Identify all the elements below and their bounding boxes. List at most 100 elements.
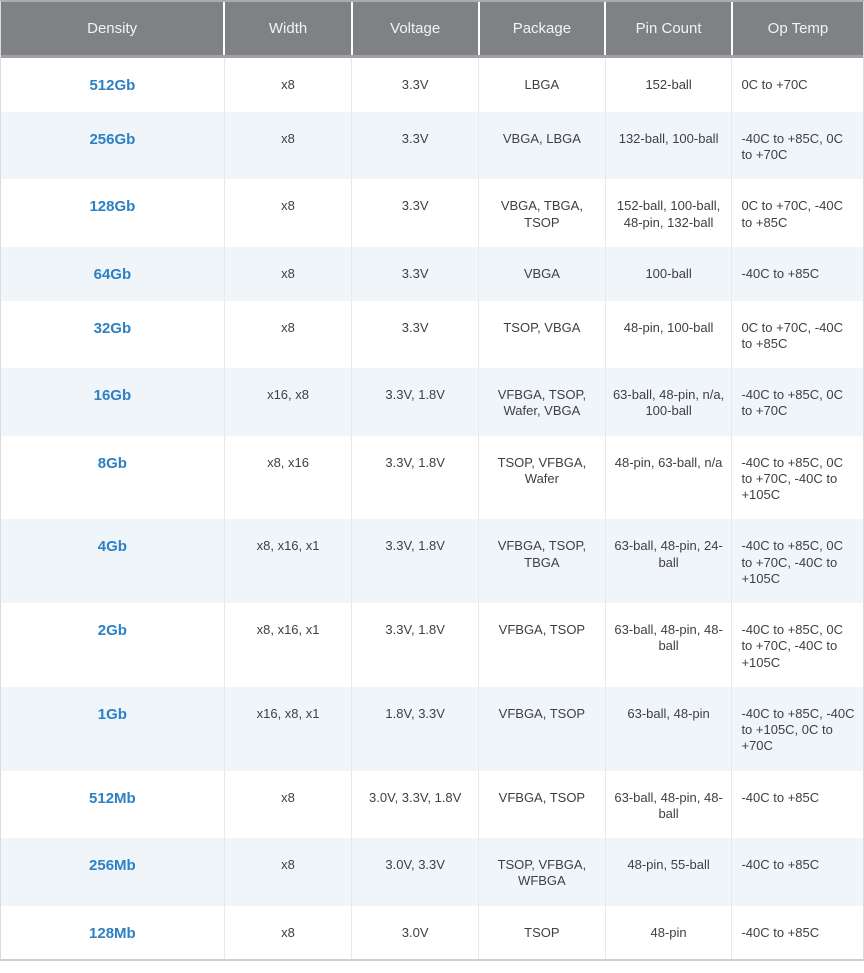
cell-pin-count: 63-ball, 48-pin, 48-ball [604,603,732,687]
cell-pin-count: 100-ball [604,246,732,301]
cell-package: VFBGA, TSOP [478,603,606,687]
density-link[interactable]: 64Gb [93,265,132,283]
density-link[interactable]: 4Gb [97,538,127,556]
column-header-package: Package [477,2,606,58]
cell-pin-count: 48-pin [604,905,732,960]
table-row: 1Gb x16, x8, x1 1.8V, 3.3V VFBGA, TSOP 6… [1,686,863,771]
cell-package: LBGA [478,56,606,112]
cell-voltage: 1.8V, 3.3V [351,686,479,771]
cell-op-temp: -40C to +85C, 0C to +70C, -40C to +105C [731,435,863,520]
cell-density: 256Mb [1,838,224,906]
density-link[interactable]: 32Gb [93,319,132,337]
cell-pin-count: 63-ball, 48-pin, 48-ball [604,770,732,838]
cell-voltage: 3.0V, 3.3V, 1.8V [351,770,479,838]
cell-density: 16Gb [1,368,224,436]
cell-density: 4Gb [1,519,224,603]
cell-op-temp: -40C to +85C, 0C to +70C, -40C to +105C [731,519,863,603]
cell-density: 512Gb [1,57,224,112]
column-header-pin-count: Pin Count [604,2,732,58]
cell-voltage: 3.3V, 1.8V [351,519,479,603]
table-row: 2Gb x8, x16, x1 3.3V, 1.8V VFBGA, TSOP 6… [1,603,863,687]
cell-package: VFBGA, TSOP, Wafer, VBGA [478,368,606,436]
cell-voltage: 3.3V, 1.8V [351,435,479,520]
cell-density: 128Gb [1,179,224,247]
cell-width: x8 [223,246,352,301]
cell-density: 128Mb [1,906,224,960]
cell-pin-count: 152-ball [604,56,732,112]
density-link[interactable]: 16Gb [93,387,132,404]
cell-width: x8 [223,56,352,112]
cell-op-temp: 0C to +70C, -40C to +85C [731,179,863,247]
table-body: 512Gb x8 3.3V LBGA 152-ball 0C to +70C 2… [1,56,863,960]
cell-width: x8 [223,179,352,247]
cell-voltage: 3.3V [351,111,479,180]
density-link[interactable]: 256Gb [89,130,136,148]
table-row: 4Gb x8, x16, x1 3.3V, 1.8V VFBGA, TSOP, … [1,519,863,603]
cell-package: VBGA [478,246,606,301]
cell-op-temp: -40C to +85C [731,246,863,301]
table-header-row: Density Width Voltage Package Pin Count … [1,2,863,58]
cell-package: VFBGA, TSOP, TBGA [478,519,606,603]
table-row: 128Gb x8 3.3V VBGA, TBGA, TSOP 152-ball,… [1,179,863,247]
cell-voltage: 3.3V [351,179,479,247]
cell-voltage: 3.3V, 1.8V [351,368,479,436]
table-row: 256Gb x8 3.3V VBGA, LBGA 132-ball, 100-b… [1,111,863,180]
cell-width: x8, x16, x1 [223,603,352,687]
cell-voltage: 3.0V [351,905,479,960]
cell-density: 8Gb [1,436,224,520]
table-row: 32Gb x8 3.3V TSOP, VBGA 48-pin, 100-ball… [1,300,863,368]
cell-density: 512Mb [1,771,224,839]
cell-width: x8 [223,838,352,906]
density-link[interactable]: 8Gb [97,454,127,472]
cell-package: VFBGA, TSOP [478,686,606,771]
cell-op-temp: -40C to +85C [731,905,863,960]
cell-package: VBGA, LBGA [478,111,606,180]
table-row: 16Gb x16, x8 3.3V, 1.8V VFBGA, TSOP, Waf… [1,368,863,436]
density-link[interactable]: 512Mb [89,789,136,807]
cell-density: 64Gb [1,247,224,301]
cell-pin-count: 63-ball, 48-pin [604,686,732,771]
cell-package: TSOP [478,905,606,960]
column-header-voltage: Voltage [350,2,479,58]
density-link[interactable]: 512Gb [89,77,136,94]
cell-package: TSOP, VFBGA, Wafer [478,435,606,520]
cell-package: VFBGA, TSOP [478,770,606,838]
cell-width: x8 [223,905,352,960]
density-link[interactable]: 1Gb [97,705,127,723]
density-link[interactable]: 256Mb [89,857,136,874]
cell-pin-count: 152-ball, 100-ball, 48-pin, 132-ball [604,179,732,247]
cell-op-temp: -40C to +85C, -40C to +105C, 0C to +70C [731,686,863,771]
table-row: 512Mb x8 3.0V, 3.3V, 1.8V VFBGA, TSOP 63… [1,770,863,839]
cell-pin-count: 132-ball, 100-ball [604,111,732,180]
cell-density: 2Gb [1,603,224,687]
density-link[interactable]: 128Gb [89,198,136,216]
column-header-op-temp: Op Temp [730,2,863,58]
cell-voltage: 3.0V, 3.3V [351,838,479,906]
cell-pin-count: 48-pin, 100-ball [604,300,732,368]
table-row: 128Mb x8 3.0V TSOP 48-pin -40C to +85C [1,905,863,960]
density-link[interactable]: 128Mb [89,924,136,942]
cell-op-temp: 0C to +70C, -40C to +85C [731,300,863,368]
density-link[interactable]: 2Gb [97,622,127,639]
cell-voltage: 3.3V, 1.8V [351,603,479,687]
cell-op-temp: -40C to +85C [731,770,863,838]
cell-width: x8, x16, x1 [223,519,352,603]
cell-op-temp: -40C to +85C, 0C to +70C, -40C to +105C [731,603,863,687]
cell-package: TSOP, VBGA [478,300,606,368]
column-header-density: Density [1,2,225,58]
cell-width: x8 [223,770,352,838]
table-row: 512Gb x8 3.3V LBGA 152-ball 0C to +70C [1,56,863,112]
cell-op-temp: -40C to +85C [731,838,863,906]
cell-voltage: 3.3V [351,246,479,301]
cell-op-temp: -40C to +85C, 0C to +70C [731,111,863,180]
cell-width: x8 [223,300,352,368]
cell-width: x8 [223,111,352,180]
table-row: 256Mb x8 3.0V, 3.3V TSOP, VFBGA, WFBGA 4… [1,838,863,906]
cell-pin-count: 48-pin, 55-ball [604,838,732,906]
cell-voltage: 3.3V [351,300,479,368]
cell-package: VBGA, TBGA, TSOP [478,179,606,247]
cell-density: 1Gb [1,687,224,771]
cell-width: x16, x8 [223,368,352,436]
